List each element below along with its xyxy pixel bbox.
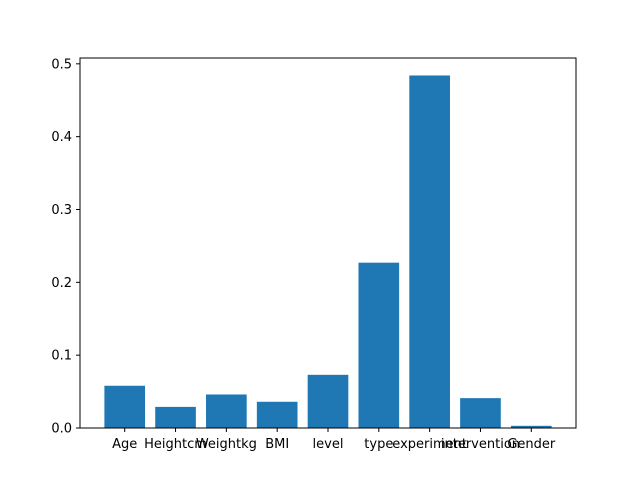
bar-type: [358, 262, 400, 428]
y-tick-label: 0.5: [51, 57, 72, 72]
y-axis: 0.0 0.1 0.2 0.3 0.4 0.5: [51, 57, 80, 437]
bars-group: [104, 75, 552, 428]
bar-weightkg: [206, 394, 247, 428]
x-tick-label: Gender: [507, 437, 556, 452]
bar-intervention: [460, 398, 501, 428]
y-tick-label: 0.4: [51, 130, 72, 145]
x-tick-label: level: [313, 437, 344, 452]
bar-bmi: [256, 401, 298, 428]
bar-gender: [510, 425, 552, 428]
y-tick-label: 0.3: [51, 203, 72, 218]
bar-age: [104, 385, 146, 428]
bar-heightcm: [155, 406, 196, 428]
y-tick-label: 0.1: [51, 349, 72, 364]
bar-experiment: [409, 75, 450, 428]
x-tick-label: type: [364, 437, 393, 452]
x-tick-label: Heightcm: [144, 437, 207, 452]
y-tick-label: 0.0: [51, 422, 72, 437]
x-tick-label: experiment: [392, 437, 467, 452]
x-tick-label: Weightkg: [196, 437, 257, 452]
x-tick-label: intervention: [441, 437, 520, 452]
x-tick-label: Age: [112, 437, 137, 452]
x-tick-label: BMI: [265, 437, 289, 452]
bar-level: [307, 374, 349, 428]
y-tick-label: 0.2: [51, 276, 72, 291]
plot-frame: [79, 57, 577, 429]
